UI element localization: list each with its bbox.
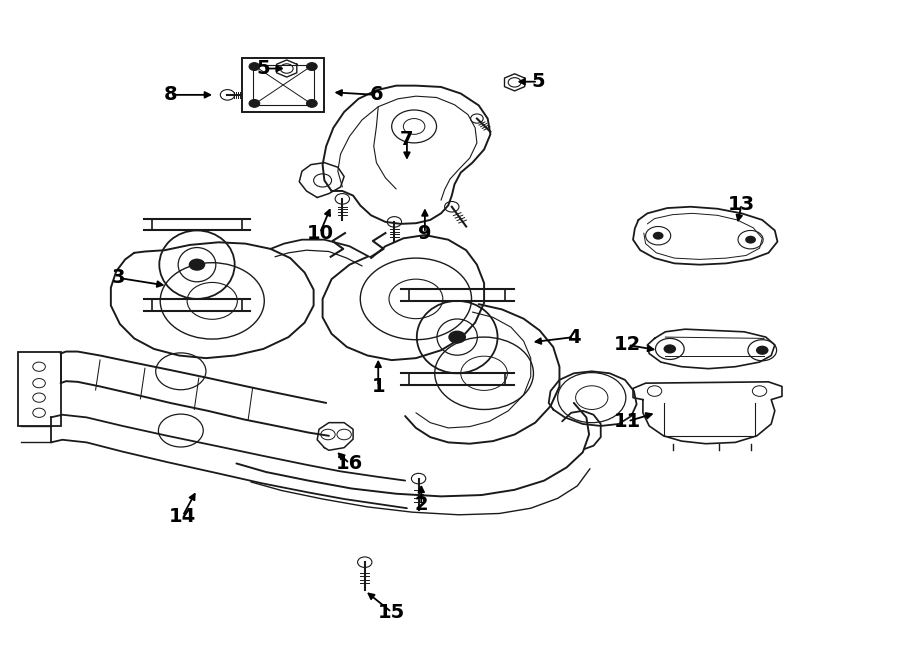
Text: 10: 10 (306, 223, 333, 243)
Bar (253, 65, 313, 105)
Text: 7: 7 (400, 130, 414, 149)
Circle shape (189, 258, 205, 271)
Circle shape (249, 99, 260, 107)
Text: 13: 13 (728, 194, 755, 214)
Text: 1: 1 (372, 377, 385, 396)
Text: 6: 6 (370, 85, 383, 104)
Circle shape (249, 63, 260, 71)
Text: 16: 16 (336, 454, 363, 473)
Circle shape (756, 346, 769, 355)
Circle shape (663, 344, 676, 354)
Text: 3: 3 (112, 268, 125, 288)
Text: 5: 5 (531, 72, 544, 91)
Bar (242, 58, 324, 112)
Text: 14: 14 (169, 506, 196, 525)
Circle shape (745, 236, 756, 244)
Text: 11: 11 (614, 412, 642, 431)
Text: 15: 15 (378, 603, 405, 622)
Text: 8: 8 (163, 85, 177, 104)
Text: 5: 5 (256, 59, 270, 78)
Circle shape (306, 63, 317, 71)
Bar (17, 352, 60, 426)
Text: 9: 9 (418, 223, 432, 243)
Circle shape (306, 99, 317, 107)
Circle shape (448, 330, 466, 344)
Text: 2: 2 (415, 496, 428, 514)
Text: 4: 4 (567, 328, 580, 346)
Text: 12: 12 (614, 336, 642, 354)
Circle shape (652, 232, 663, 240)
